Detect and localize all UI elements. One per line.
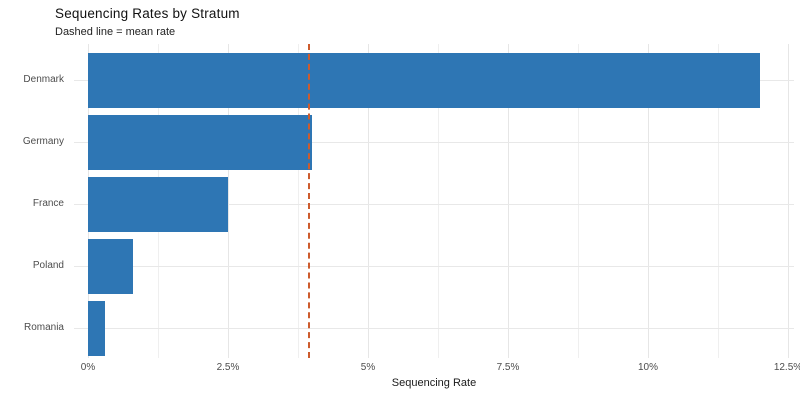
x-tick-label: 10% [637,362,658,373]
minor-gridline [578,44,579,358]
major-gridline [508,44,509,358]
x-tick-label: 0% [80,362,96,373]
chart-subtitle: Dashed line = mean rate [55,26,176,38]
bar-denmark [88,52,760,108]
category-gridline [74,142,794,143]
x-tick-label: 12.5% [773,362,800,373]
minor-gridline [298,44,299,358]
bar-germany [88,114,312,170]
bar-poland [88,238,133,294]
plot-area [74,44,794,358]
bar-france [88,176,228,232]
y-tick-label: France [32,198,64,209]
x-tick-label: 7.5% [496,362,520,373]
major-gridline [368,44,369,358]
x-axis-title: Sequencing Rate [391,377,477,389]
category-gridline [74,204,794,205]
x-tick-label: 2.5% [216,362,240,373]
y-tick-label: Poland [32,260,64,271]
x-tick-label: 5% [360,362,376,373]
y-tick-label: Denmark [23,74,64,85]
chart-title: Sequencing Rates by Stratum [55,6,240,21]
bar-romania [88,300,105,356]
y-tick-label: Romania [23,322,64,333]
minor-gridline [438,44,439,358]
mean-rate-line [307,44,310,358]
major-gridline [788,44,789,358]
major-gridline [228,44,229,358]
major-gridline [648,44,649,358]
category-gridline [74,328,794,329]
minor-gridline [718,44,719,358]
category-gridline [74,266,794,267]
y-tick-label: Germany [22,136,64,147]
